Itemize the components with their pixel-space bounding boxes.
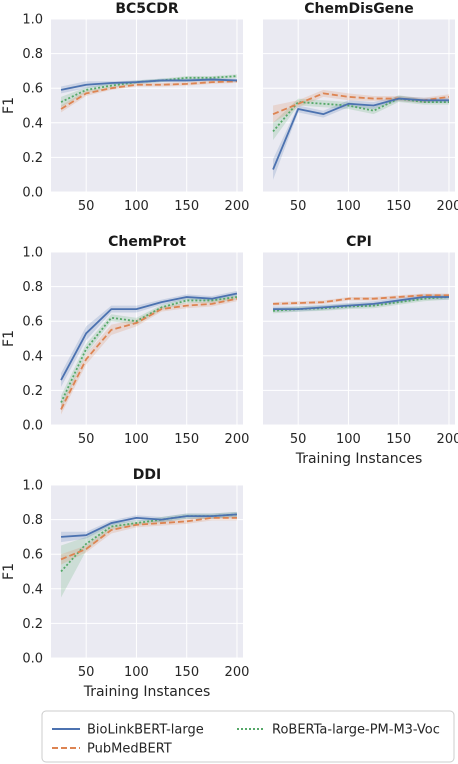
- band-pubmedbert: [61, 515, 237, 565]
- y-axis-label: F1: [1, 563, 17, 580]
- y-tick-label: 0.2: [22, 617, 43, 632]
- series-line-roberta-large-pm-m3-voc: [272, 97, 449, 133]
- panel-chemdisgene: ChemDisGene 50 100 150 200: [263, 1, 458, 214]
- x-tick-label: 50: [78, 199, 95, 214]
- panel-ddi: DDI 0.0 0.2 0.4 0.6 0.8 1.0 F1 50 100 150 200 Traini…: [1, 467, 249, 700]
- y-tick-label: 0.2: [22, 384, 43, 399]
- x-tick-label: 50: [78, 665, 95, 680]
- band-roberta-large-pm-m3-voc: [273, 95, 449, 141]
- y-axis-label: F1: [1, 97, 17, 114]
- y-tick-label: 0.0: [22, 186, 43, 201]
- x-tick-label: 50: [290, 199, 307, 214]
- x-tick-label: 200: [437, 199, 458, 214]
- series-line-biolinkbert-large: [60, 513, 238, 538]
- x-tick-label: 200: [225, 665, 250, 680]
- series-line-biolinkbert-large: [273, 296, 449, 310]
- y-tick-label: 0.6: [22, 82, 43, 97]
- series-line-roberta-large-pm-m3-voc: [60, 75, 238, 103]
- series-line-biolinkbert-large: [60, 292, 238, 381]
- series-line-pubmedbert: [60, 80, 237, 110]
- x-axis-label: Training Instances: [83, 684, 211, 700]
- series-line-pubmedbert: [60, 297, 238, 410]
- y-tick-label: 1.0: [22, 13, 43, 28]
- band-biolinkbert-large: [61, 77, 237, 94]
- series-line-pubmedbert: [60, 516, 237, 561]
- y-tick-label: 0.4: [22, 582, 43, 597]
- x-tick-label: 150: [386, 432, 411, 447]
- y-tick-label: 1.0: [22, 246, 43, 261]
- x-axis-label: Training Instances: [295, 451, 423, 467]
- y-axis-label: F1: [1, 330, 17, 347]
- y-tick-label: 0.8: [22, 47, 43, 62]
- x-tick-label: 150: [174, 432, 199, 447]
- panel-title: CPI: [346, 234, 372, 250]
- panel-bc5cdr: BC5CDR 0.0 0.2 0.4 0.6 0.8 1.0 F1 50 100 150 200: [1, 1, 249, 214]
- y-tick-label: 0.0: [22, 652, 43, 667]
- series-line-pubmedbert: [273, 294, 449, 305]
- y-tick-label: 1.0: [22, 479, 43, 494]
- y-tick-label: 0.4: [22, 349, 43, 364]
- y-tick-label: 0.2: [22, 151, 43, 166]
- y-tick-label: 0.4: [22, 116, 43, 131]
- y-tick-label: 0.0: [22, 419, 43, 434]
- x-tick-label: 100: [336, 199, 361, 214]
- x-tick-label: 100: [124, 199, 149, 214]
- plot-background: [51, 485, 243, 658]
- x-tick-label: 150: [386, 199, 411, 214]
- x-tick-label: 200: [225, 199, 250, 214]
- x-tick-label: 100: [336, 432, 361, 447]
- band-roberta-large-pm-m3-voc: [61, 294, 237, 410]
- x-tick-label: 200: [225, 432, 250, 447]
- series-line-roberta-large-pm-m3-voc: [60, 296, 238, 403]
- x-tick-label: 100: [124, 665, 149, 680]
- panel-title: ChemDisGene: [304, 1, 414, 17]
- panel-title: ChemProt: [108, 234, 186, 250]
- legend-box: [41, 710, 455, 763]
- panel-cpi: CPI 50 100 150 200 Training Instances: [263, 234, 458, 467]
- x-tick-label: 150: [174, 665, 199, 680]
- panel-chemprot: ChemProt 0.0 0.2 0.4 0.6 0.8 1.0 F1 50 100 150 200: [1, 234, 249, 447]
- legend: BioLinkBERT-large RoBERTa-large-PM-M3-Voc…: [41, 710, 455, 763]
- y-tick-label: 0.6: [22, 548, 43, 563]
- series-line-biolinkbert-large: [272, 97, 449, 170]
- series-line-biolinkbert-large: [60, 78, 237, 91]
- y-tick-label: 0.6: [22, 315, 43, 330]
- y-tick-label: 0.8: [22, 280, 43, 295]
- panel-title: DDI: [133, 467, 161, 483]
- x-tick-label: 100: [124, 432, 149, 447]
- legend-label-roberta-large-pm-m3-voc: RoBERTa-large-PM-M3-Voc: [272, 723, 440, 738]
- y-tick-label: 0.8: [22, 513, 43, 528]
- x-tick-label: 50: [290, 432, 307, 447]
- series-line-pubmedbert: [272, 92, 450, 115]
- x-tick-label: 150: [174, 199, 199, 214]
- x-tick-label: 200: [437, 432, 458, 447]
- legend-label-biolinkbert-large: BioLinkBERT-large: [87, 723, 204, 738]
- panel-title: BC5CDR: [115, 1, 179, 17]
- band-pubmedbert: [61, 79, 237, 113]
- x-tick-label: 50: [78, 432, 95, 447]
- plot-background: [51, 19, 243, 192]
- band-roberta-large-pm-m3-voc: [61, 511, 237, 598]
- plot-background: [263, 252, 455, 425]
- band-pubmedbert: [273, 293, 449, 306]
- legend-label-pubmedbert: PubMedBERT: [87, 742, 172, 757]
